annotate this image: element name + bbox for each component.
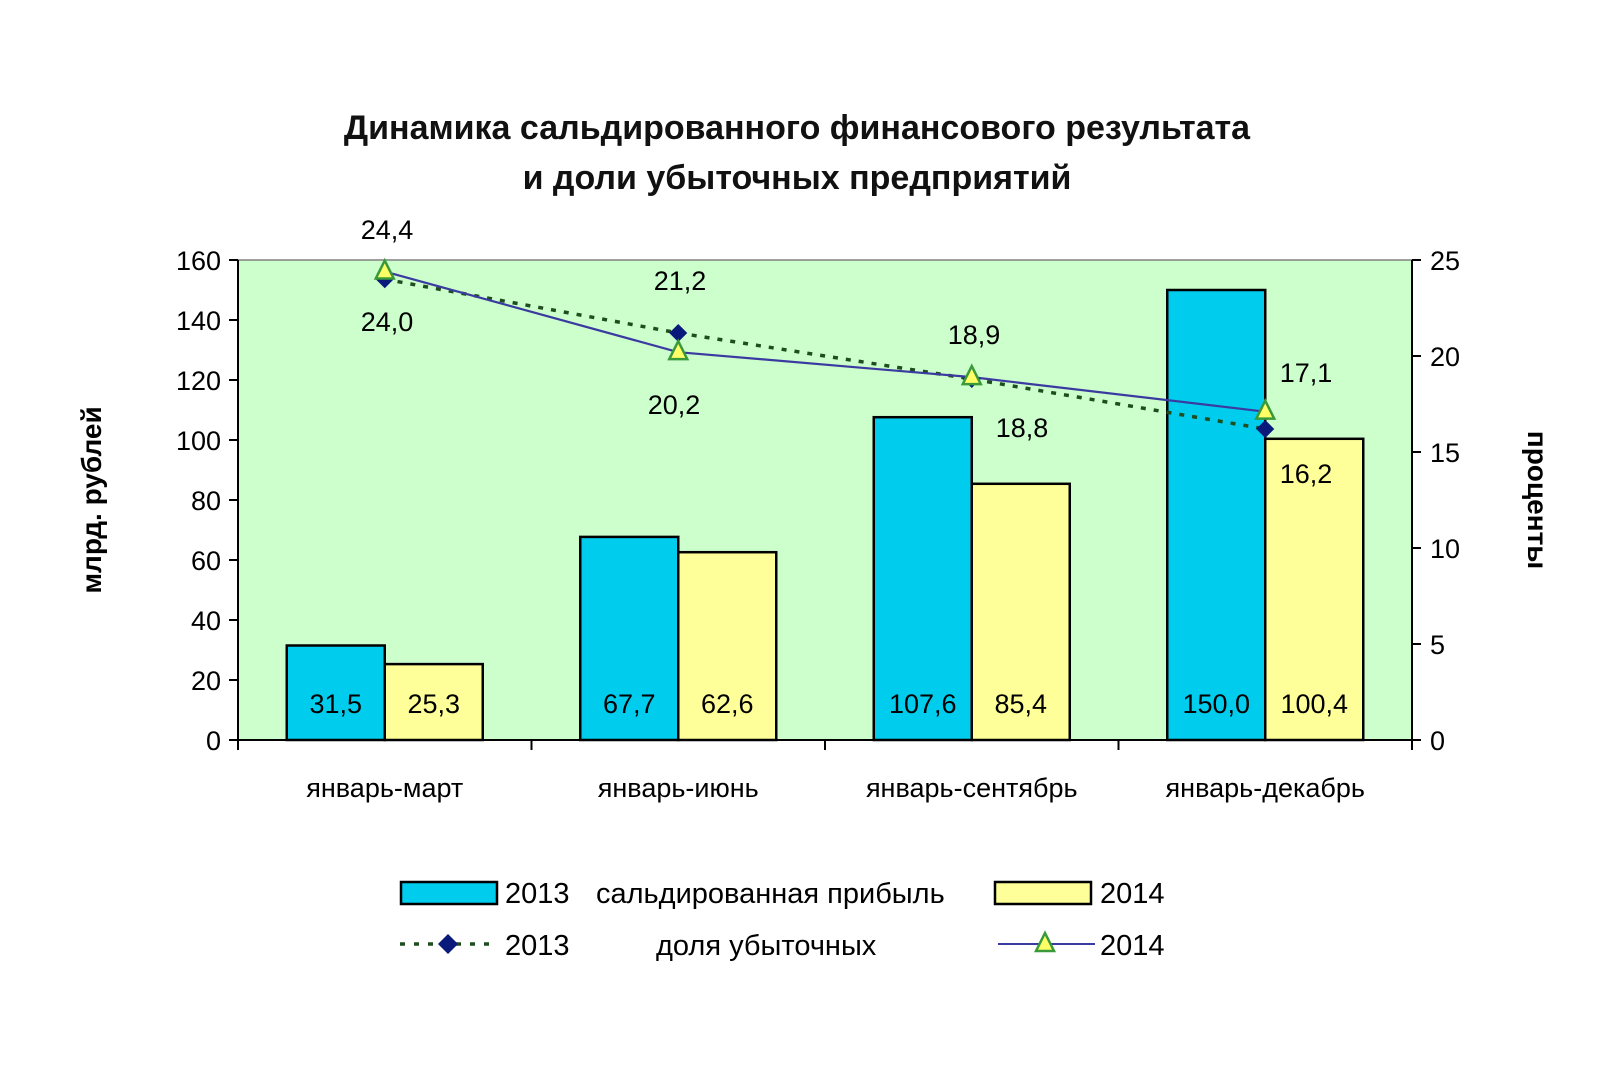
legend-label-line-2013: 2013 bbox=[505, 930, 570, 962]
y-left-tick-label-80: 80 bbox=[191, 486, 221, 516]
bar-label-2013-4: 150,0 bbox=[1182, 689, 1250, 719]
line-label-2014-3: 18,9 bbox=[948, 320, 1001, 350]
marker-2014-4 bbox=[1254, 397, 1277, 420]
labels-layer: 31,5 67,7 107,6 150,0 25,3 62,6 85,4 100,4 24,0 2… bbox=[309, 215, 1348, 719]
line-label-2014-2: 20,2 bbox=[648, 390, 701, 420]
legend-swatch-bar-2013 bbox=[399, 880, 499, 906]
line-series-2014 bbox=[384, 270, 1266, 413]
line-label-2014-4: 17,1 bbox=[1280, 358, 1333, 388]
y-right-tick-label-0: 0 bbox=[1430, 726, 1445, 756]
legend-label-line-2014: 2014 bbox=[1100, 930, 1165, 962]
line-series-2013 bbox=[384, 277, 1266, 431]
marker-2013-2 bbox=[669, 323, 688, 342]
bar-label-2013-1: 31,5 bbox=[309, 689, 362, 719]
y-left-tick-label-160: 160 bbox=[176, 246, 221, 276]
y-right-tick-label-10: 10 bbox=[1430, 534, 1460, 564]
bar-label-2014-1: 25,3 bbox=[407, 689, 460, 719]
marker-2014-3 bbox=[960, 363, 983, 386]
y-left-tick-label-40: 40 bbox=[191, 606, 221, 636]
bar-label-2014-4: 100,4 bbox=[1280, 689, 1348, 719]
line-label-2013-3: 18,8 bbox=[996, 413, 1049, 443]
y-right-tick-label-20: 20 bbox=[1430, 342, 1460, 372]
bar-2014-3 bbox=[970, 482, 1071, 742]
x-category-label-3: январь-сентябрь bbox=[866, 773, 1078, 803]
bar-label-2013-3: 107,6 bbox=[889, 689, 957, 719]
line-label-2013-1: 24,0 bbox=[361, 307, 414, 337]
y-right-tick-label-15: 15 bbox=[1430, 438, 1460, 468]
marker-2014-2 bbox=[667, 338, 690, 361]
axes-layer: 0 20 40 60 80 100 120 140 160 0 5 10 15 20 25 январь-ма… bbox=[176, 246, 1460, 803]
marker-2013-4 bbox=[1256, 419, 1275, 438]
line-label-2013-4: 16,2 bbox=[1280, 459, 1333, 489]
y-left-tick-label-0: 0 bbox=[206, 726, 221, 756]
bar-2013-2 bbox=[579, 535, 680, 742]
legend-swatch-bar-2014 bbox=[993, 880, 1093, 906]
y-left-tick-label-140: 140 bbox=[176, 306, 221, 336]
bar-label-2013-2: 67,7 bbox=[603, 689, 656, 719]
line-label-2013-2: 21,2 bbox=[654, 266, 707, 296]
x-category-label-2: январь-июнь bbox=[598, 773, 759, 803]
y-left-tick-label-20: 20 bbox=[191, 666, 221, 696]
y-left-axis-title: млрд. рублей bbox=[76, 406, 107, 593]
chart-title-line-1: Динамика сальдированного финансового рез… bbox=[344, 109, 1251, 147]
legend: 2013 сальдированная прибыль 2014 2013 до… bbox=[399, 878, 1165, 962]
y-left-tick-label-60: 60 bbox=[191, 546, 221, 576]
y-left-tick-label-120: 120 bbox=[176, 366, 221, 396]
bar-2014-1 bbox=[383, 662, 484, 742]
legend-marker-triangle bbox=[1033, 930, 1057, 953]
bar-2013-4 bbox=[1166, 288, 1267, 742]
legend-marker-diamond bbox=[438, 934, 458, 954]
legend-bar-group-label: сальдированная прибыль bbox=[596, 878, 945, 910]
y-left-tick-label-100: 100 bbox=[176, 426, 221, 456]
x-category-label-1: январь-март bbox=[306, 773, 463, 803]
bar-label-2014-2: 62,6 bbox=[701, 689, 754, 719]
legend-line-group-label: доля убыточных bbox=[656, 930, 877, 962]
legend-label-bar-2014: 2014 bbox=[1100, 878, 1165, 910]
marker-2014-1 bbox=[373, 257, 396, 280]
bars-layer bbox=[285, 288, 1365, 742]
line-label-2014-1: 24,4 bbox=[361, 215, 414, 245]
bar-2013-1 bbox=[285, 644, 386, 742]
y-right-axis-title: проценты bbox=[1522, 431, 1553, 569]
legend-label-bar-2013: 2013 bbox=[505, 878, 570, 910]
lines-layer bbox=[373, 257, 1277, 438]
y-right-tick-label-25: 25 bbox=[1430, 246, 1460, 276]
y-right-tick-label-5: 5 bbox=[1430, 630, 1445, 660]
chart-title-line-2: и доли убыточных предприятий bbox=[523, 159, 1072, 197]
x-category-label-4: январь-декабрь bbox=[1166, 773, 1365, 803]
bar-label-2014-3: 85,4 bbox=[994, 689, 1047, 719]
